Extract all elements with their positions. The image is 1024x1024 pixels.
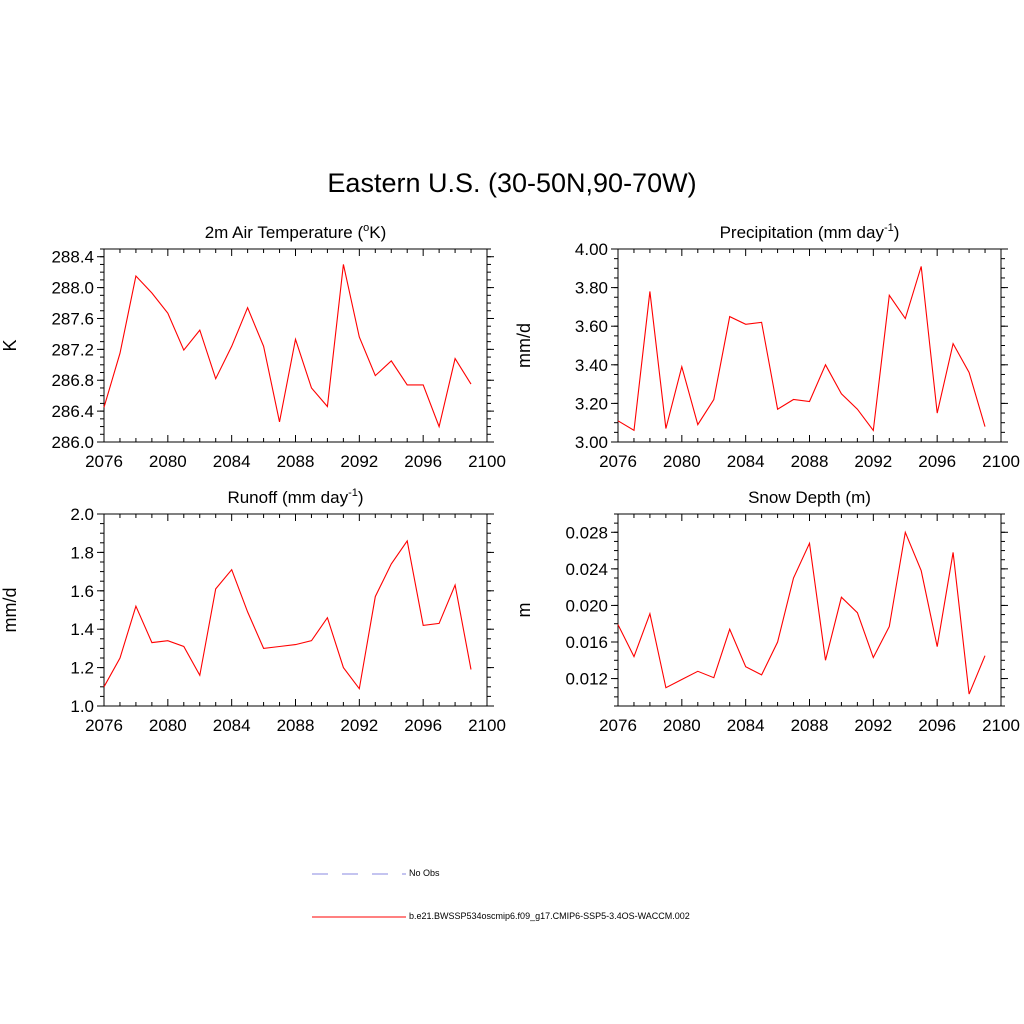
y-tick-label: 288.0 <box>51 279 94 298</box>
x-tick-label: 2084 <box>213 716 251 735</box>
x-tick-label: 2088 <box>277 452 315 471</box>
series-line <box>617 530 986 695</box>
y-tick-label: 0.012 <box>565 670 608 689</box>
x-tick-label: 2076 <box>599 452 637 471</box>
panel-title: Precipitation (mm day-1) <box>720 222 900 242</box>
y-axis-label: m <box>514 603 534 618</box>
y-tick-label: 288.4 <box>51 248 94 267</box>
x-tick-label: 2080 <box>663 452 701 471</box>
x-tick-label: 2096 <box>404 716 442 735</box>
x-tick-label: 2084 <box>727 716 765 735</box>
x-tick-label: 2088 <box>277 716 315 735</box>
x-tick-label: 2088 <box>791 452 829 471</box>
x-tick-label: 2092 <box>854 716 892 735</box>
series-line <box>103 539 472 691</box>
x-tick-label: 2084 <box>213 452 251 471</box>
y-tick-label: 4.00 <box>575 240 608 259</box>
legend-model-label: b.e21.BWSSP534oscmip6.f09_g17.CMIP6-SSP5… <box>409 911 690 921</box>
x-tick-label: 2076 <box>85 452 123 471</box>
x-tick-label: 2092 <box>340 716 378 735</box>
y-tick-label: 1.8 <box>70 543 94 562</box>
x-tick-label: 2092 <box>340 452 378 471</box>
x-tick-label: 2076 <box>599 716 637 735</box>
panel-title: Snow Depth (m) <box>748 488 871 507</box>
x-tick-label: 2080 <box>663 716 701 735</box>
x-tick-label: 2096 <box>918 716 956 735</box>
x-tick-label: 2096 <box>404 452 442 471</box>
y-tick-label: 3.00 <box>575 433 608 452</box>
series-line <box>103 264 472 429</box>
y-axis-label: K <box>0 339 20 351</box>
y-tick-label: 287.2 <box>51 340 94 359</box>
y-tick-label: 286.0 <box>51 433 94 452</box>
y-tick-label: 1.0 <box>70 697 94 716</box>
figure-title: Eastern U.S. (30-50N,90-70W) <box>327 168 697 198</box>
x-tick-label: 2100 <box>982 452 1020 471</box>
x-tick-label: 2100 <box>982 716 1020 735</box>
chart-panel-3: 2076 2080 2084 2088 2092 2096 2100 1.0 1.2 1.4 1.6… <box>0 487 506 735</box>
y-tick-label: 1.2 <box>70 659 94 678</box>
y-tick-label: 287.6 <box>51 309 94 328</box>
y-tick-label: 0.016 <box>565 633 608 652</box>
chart-panel-1: 2076 2080 2084 2088 2092 2096 2100 286.0 286.4 28… <box>0 222 506 471</box>
y-tick-label: 0.028 <box>565 523 608 542</box>
y-tick-label: 3.60 <box>575 317 608 336</box>
y-tick-label: 2.0 <box>70 505 94 524</box>
y-tick-label: 3.80 <box>575 279 608 298</box>
y-tick-label: 3.20 <box>575 394 608 413</box>
series-line <box>617 266 986 432</box>
chart-panel-2: 2076 2080 2084 2088 2092 2096 2100 3.00 3.20 3.40… <box>514 222 1020 471</box>
x-tick-label: 2092 <box>854 452 892 471</box>
x-tick-label: 2084 <box>727 452 765 471</box>
y-axis-label: mm/d <box>514 323 534 368</box>
y-tick-label: 1.4 <box>70 620 94 639</box>
y-tick-label: 286.4 <box>51 402 94 421</box>
x-tick-label: 2080 <box>149 452 187 471</box>
x-tick-label: 2096 <box>918 452 956 471</box>
x-tick-label: 2080 <box>149 716 187 735</box>
y-tick-label: 286.8 <box>51 371 94 390</box>
panel-title: Runoff (mm day-1) <box>227 487 363 507</box>
x-tick-label: 2100 <box>468 452 506 471</box>
x-tick-label: 2088 <box>791 716 829 735</box>
y-tick-label: 0.020 <box>565 596 608 615</box>
y-axis-label: mm/d <box>0 588 20 633</box>
legend-obs-label: No Obs <box>409 868 440 878</box>
chart-panel-4: 2076 2080 2084 2088 2092 2096 2100 0.012 0.016 0.… <box>514 488 1020 735</box>
panel-title: 2m Air Temperature (oK) <box>205 222 387 242</box>
x-tick-label: 2100 <box>468 716 506 735</box>
y-tick-label: 3.40 <box>575 356 608 375</box>
x-tick-label: 2076 <box>85 716 123 735</box>
y-tick-label: 0.024 <box>565 560 608 579</box>
y-tick-label: 1.6 <box>70 582 94 601</box>
